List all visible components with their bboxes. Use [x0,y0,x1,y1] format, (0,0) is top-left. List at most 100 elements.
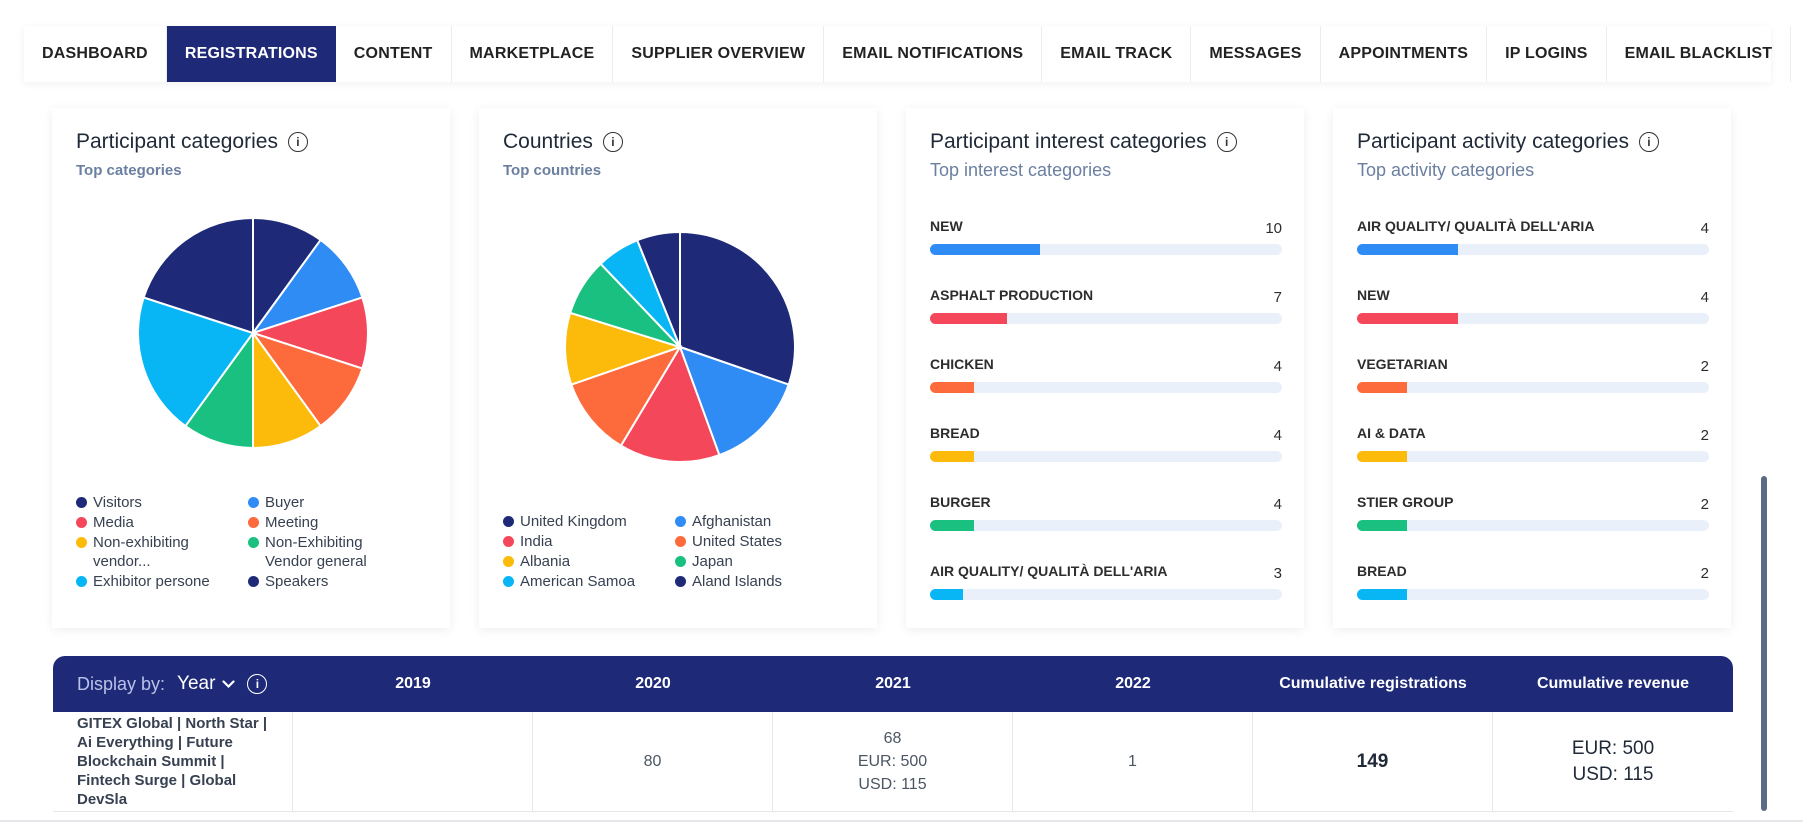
legend-item[interactable]: Visitors [76,493,248,512]
legend-item[interactable]: United Kingdom [503,512,675,531]
bar-fill [930,382,974,393]
tab-marketplace[interactable]: MARKETPLACE [452,26,614,82]
bar-fill [930,244,1040,255]
legend-dot [675,536,686,547]
legend-item[interactable]: Non-Exhibiting Vendor general [248,533,420,571]
pie-slice-aland-islands[interactable] [635,230,681,348]
event-name-cell: GITEX Global | North Star | Ai Everythin… [53,712,293,811]
bar-track [930,382,1282,393]
countries-title-row: Countries i [503,130,623,154]
bar-fill [1357,520,1408,531]
pie-slice-exhibitor-persone[interactable] [137,296,255,428]
bar-label: NEW [930,218,963,234]
display-by-value: Year [177,673,216,694]
pie-slice-india[interactable] [619,344,721,463]
legend-item[interactable]: Speakers [248,572,420,591]
bar-count: 2 [1700,358,1709,375]
legend-item[interactable]: Buyer [248,493,420,512]
tab-email-blacklist[interactable]: EMAIL BLACKLIST [1607,26,1792,82]
pie-chart [564,230,796,463]
scrollbar[interactable] [1761,476,1767,811]
legend-label: Non-Exhibiting Vendor general [265,534,367,570]
pie-slice-non-exhibiting-vendor[interactable] [252,329,322,450]
legend-item[interactable]: Afghanistan [675,512,847,531]
display-by-control: Display by: Year i [53,656,293,712]
tab-email-track[interactable]: EMAIL TRACK [1042,26,1192,82]
info-icon[interactable]: i [1216,132,1237,152]
legend-item[interactable]: Aland Islands [675,572,847,591]
legend-item[interactable]: Meeting [248,513,420,532]
legend-item[interactable]: Japan [675,552,847,571]
tab-messages[interactable]: MESSAGES [1191,26,1321,82]
legend-label: Speakers [265,573,329,590]
cell-2022: 1 [1013,712,1253,811]
legend-dot [503,576,514,587]
bar-count: 4 [1273,358,1282,375]
legend-item[interactable]: American Samoa [503,572,675,591]
legend-dot [76,537,87,548]
info-icon[interactable]: i [602,132,623,152]
pie-slice-united-kingdom[interactable] [679,230,796,386]
legend-dot [503,556,514,567]
pie-slice-media[interactable] [249,296,369,370]
bar-count: 4 [1700,289,1709,306]
legend-label: Exhibitor persone [93,573,210,590]
tab-appointments[interactable]: APPOINTMENTS [1321,26,1488,82]
card-subtitle: Top countries [503,162,602,179]
legend-dot [248,537,259,548]
tab-email-notifications[interactable]: EMAIL NOTIFICATIONS [824,26,1043,82]
legend-item[interactable]: India [503,532,675,551]
bar-count: 10 [1265,220,1282,237]
pie-slice-speakers[interactable] [142,216,254,335]
participant-categories-card: Participant categories i Top categories … [52,108,450,628]
bar-label: AIR QUALITY/ QUALITÀ DELL'ARIA [1357,218,1595,234]
card-subtitle: Top interest categories [930,160,1112,180]
activity-bars: AIR QUALITY/ QUALITÀ DELL'ARIA 4 NEW 4 VEGET… [1357,218,1709,632]
tab-registrations[interactable]: REGISTRATIONS [166,26,336,82]
bar-row: BREAD 4 [930,425,1282,494]
legend-item[interactable]: Non-exhibiting vendor... [76,533,248,571]
bar-fill [1357,382,1408,393]
tab-dashboard[interactable]: DASHBOARD [24,26,167,82]
event-name: GITEX Global | North Star | Ai Everythin… [77,715,268,808]
bar-label: BURGER [930,494,991,510]
top-nav: DASHBOARD REGISTRATIONS CONTENT MARKETPLACE… [24,26,1792,82]
cell-2020: 80 [533,712,773,811]
legend-label: Non-exhibiting vendor... [93,534,189,570]
pie-slice-buyer[interactable] [250,238,364,335]
legend-label: Visitors [93,494,142,511]
info-icon[interactable]: i [1638,132,1659,152]
bar-fill [1357,589,1408,600]
bar-count: 2 [1700,427,1709,444]
info-icon[interactable]: i [287,132,308,152]
pie-slice-visitors[interactable] [252,216,322,337]
cell-2019 [293,712,533,811]
pie-slice-non-exhibiting-vendor-general[interactable] [184,329,254,450]
bar-track [930,589,1282,600]
legend-dot [675,556,686,567]
legend-item[interactable]: Albania [503,552,675,571]
bar-row: BURGER 4 [930,494,1282,563]
info-icon[interactable]: i [247,674,268,694]
legend-item[interactable]: Exhibitor persone [76,572,248,591]
header-cumulative-revenue: Cumulative revenue [1536,675,1690,692]
bar-fill [930,451,974,462]
card-title: Participant categories [76,130,278,153]
bar-track [1357,313,1709,324]
tab-ip-logins[interactable]: IP LOGINS [1487,26,1607,82]
pie-slice-united-states[interactable] [570,345,683,448]
display-by-select[interactable]: Year [177,673,236,695]
tab-supplier-overview[interactable]: SUPPLIER OVERVIEW [613,26,825,82]
bar-label: BREAD [930,425,980,441]
bar-label: AIR QUALITY/ QUALITÀ DELL'ARIA [930,563,1168,579]
pie-slice-meeting[interactable] [250,331,364,428]
legend-item[interactable]: Media [76,513,248,532]
bar-track [1357,589,1709,600]
bar-fill [1357,244,1458,255]
pie-slice-albania[interactable] [564,311,684,386]
pie-slice-afghanistan[interactable] [678,345,790,457]
legend-dot [503,536,514,547]
legend-item[interactable]: United States [675,532,847,551]
bar-row: AIR QUALITY/ QUALITÀ DELL'ARIA 3 [930,563,1282,632]
tab-content[interactable]: CONTENT [336,26,452,82]
